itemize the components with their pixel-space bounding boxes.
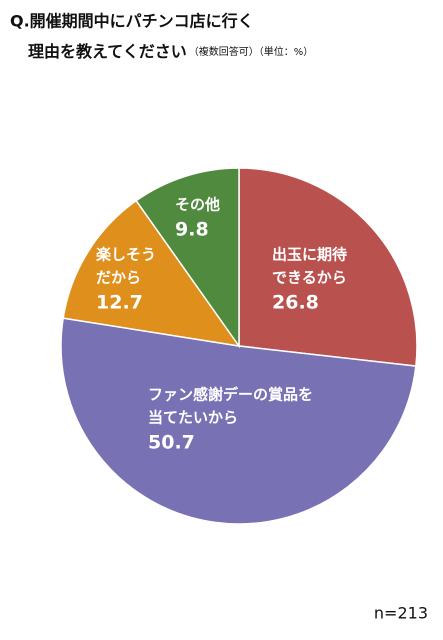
pie-slice (62, 199, 241, 348)
pie-slice (135, 167, 240, 349)
chart-title: Q.開催期間中にパチンコ店に行く (10, 12, 254, 31)
chart-title: 理由を教えてください (28, 42, 187, 61)
slice-label: 楽しそう (96, 246, 156, 264)
value-label: 12.7 (96, 292, 143, 314)
note: n=213 (374, 604, 428, 623)
value-label: 50.7 (148, 432, 195, 454)
slice-label: だから (96, 269, 141, 287)
slice-label: 当てたいから (148, 409, 238, 427)
value-label: 9.8 (175, 219, 209, 241)
pie-slice (60, 317, 417, 525)
chart-subtitle: （複数回答可）（単位：%） (189, 45, 314, 58)
value-label: 26.8 (272, 292, 319, 314)
pie-slice (238, 167, 418, 367)
slice-label: その他 (175, 196, 220, 214)
slice-label: できるから (272, 269, 347, 287)
slice-label: 出玉に期待 (272, 246, 347, 264)
slice-label: ファン感謝デーの賞品を (148, 386, 313, 404)
chart-title-line: 理由を教えてください （複数回答可）（単位：%） (28, 42, 313, 61)
